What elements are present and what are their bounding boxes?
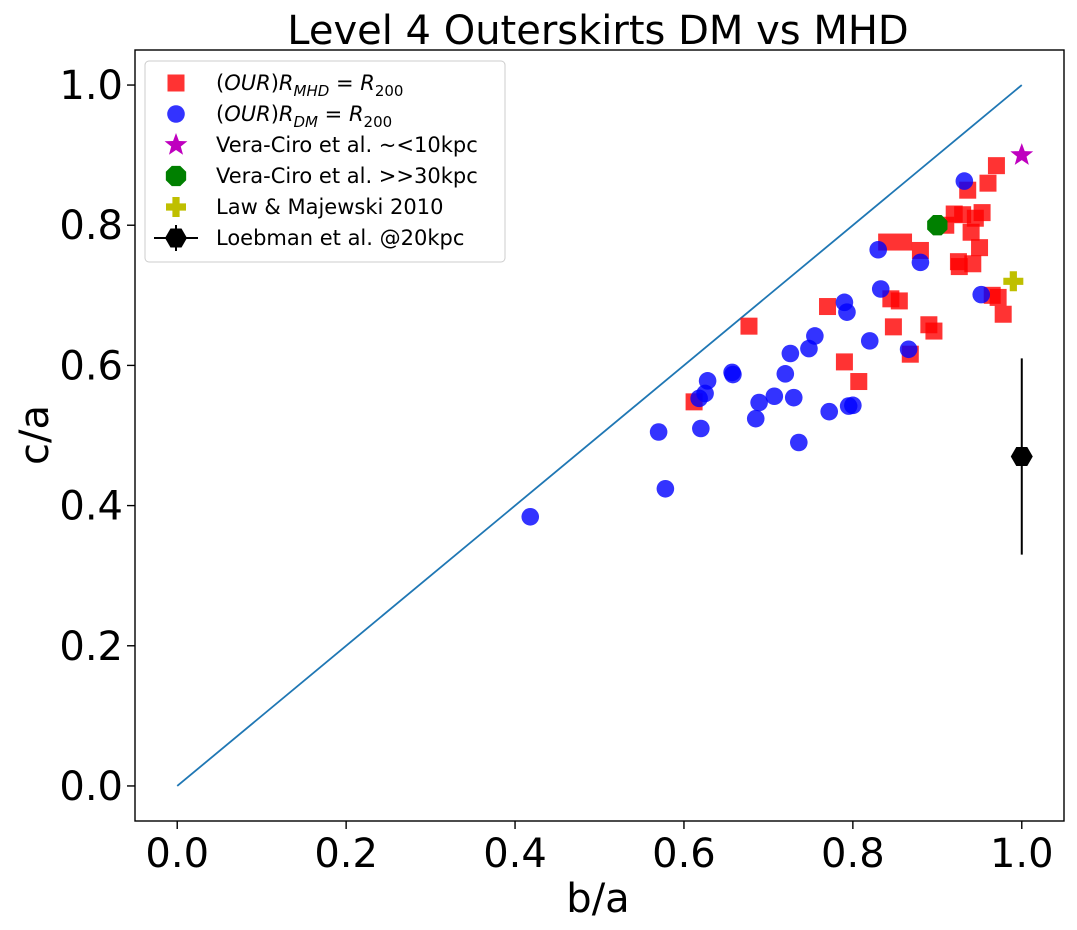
- y-tick-label: 0.2: [59, 624, 123, 670]
- data-point-circle: [765, 387, 784, 406]
- data-point-circle: [871, 280, 890, 298]
- legend-marker-star: [164, 133, 188, 155]
- data-point-circle: [955, 172, 974, 190]
- data-point-plus: [1003, 271, 1024, 292]
- x-tick-label: 0.0: [145, 831, 209, 877]
- x-tick-label: 0.4: [483, 831, 547, 877]
- data-point-circle: [776, 365, 795, 383]
- data-point-circle: [521, 508, 540, 526]
- legend-label: Law & Majewski 2010: [216, 195, 443, 219]
- series-octagon: [927, 215, 948, 236]
- marks-layer: [521, 143, 1034, 555]
- data-point-circle: [869, 240, 887, 259]
- legend-item: (OUR)RMHD = R200: [167, 71, 403, 100]
- legend-marker-octagon: [165, 165, 187, 187]
- data-point-octagon: [927, 215, 948, 236]
- data-point-square: [740, 317, 758, 335]
- x-tick-label: 0.6: [652, 831, 716, 877]
- reference-line-y-equals-x: [176, 84, 1023, 787]
- x-tick-label: 1.0: [990, 831, 1054, 877]
- data-point-circle: [649, 423, 668, 441]
- reference-line-layer: [176, 84, 1023, 787]
- data-point-circle: [781, 344, 800, 363]
- series-star: [1010, 143, 1034, 165]
- data-point-circle: [899, 340, 918, 359]
- legend-label: Vera-Ciro et al. >>30kpc: [216, 164, 478, 188]
- data-point-circle: [692, 419, 710, 438]
- legend-item: Vera-Ciro et al. >>30kpc: [165, 164, 478, 188]
- legend-marker-square: [167, 74, 185, 92]
- data-point-square: [925, 322, 943, 340]
- legend-box: [144, 60, 506, 263]
- y-tick-label: 0.4: [59, 484, 123, 530]
- data-point-circle: [746, 409, 765, 428]
- data-point-square: [971, 239, 989, 257]
- data-point-circle: [698, 372, 717, 390]
- data-point-circle: [790, 433, 808, 452]
- plot-border: [134, 49, 1065, 822]
- data-point-circle: [911, 253, 930, 272]
- data-point-circle: [820, 402, 839, 421]
- chart-title: Level 4 Outerskirts DM vs MHD: [287, 8, 908, 54]
- y-axis: 0.0 0.2 0.4 0.6 0.8 1.0: [59, 63, 135, 810]
- data-point-square: [989, 288, 1007, 306]
- x-axis-label: b/a: [566, 876, 629, 922]
- y-axis-label: c/a: [12, 405, 58, 465]
- legend-marker-circle: [167, 105, 185, 123]
- legend-label: Loebman et al. @20kpc: [216, 226, 464, 250]
- data-point-circle: [838, 303, 856, 321]
- data-point-circle: [972, 285, 991, 304]
- legend-label: (OUR)RMHD = R200: [216, 71, 403, 100]
- data-point-square: [890, 292, 908, 310]
- legend-item: Loebman et al. @20kpc: [154, 225, 464, 251]
- data-point-square: [895, 233, 913, 251]
- data-point-circle: [806, 327, 824, 345]
- data-point-square: [987, 157, 1005, 175]
- data-point-square: [964, 255, 982, 273]
- legend-item: Vera-Ciro et al. ~<10kpc: [164, 133, 478, 157]
- data-point-square: [962, 223, 980, 241]
- data-point-square: [850, 373, 868, 391]
- y-tick-label: 0.8: [59, 203, 123, 249]
- data-point-square: [979, 174, 997, 192]
- y-tick-label: 0.0: [59, 764, 123, 810]
- data-point-circle: [750, 393, 768, 412]
- legend-label: Vera-Ciro et al. ~<10kpc: [216, 133, 478, 157]
- legend-marker-plus: [166, 197, 186, 217]
- data-point-circle: [724, 365, 742, 384]
- data-point-circle: [784, 388, 803, 407]
- data-point-circle: [844, 396, 862, 415]
- legend-item: Law & Majewski 2010: [166, 195, 443, 219]
- data-point-star: [1010, 143, 1034, 165]
- data-point-hexagon: [1010, 447, 1033, 467]
- x-tick-label: 0.8: [821, 831, 885, 877]
- y-tick-label: 0.6: [59, 343, 123, 389]
- data-point-square: [950, 258, 968, 276]
- x-tick-label: 0.2: [314, 831, 378, 877]
- data-point-square: [884, 318, 902, 336]
- y-tick-label: 1.0: [59, 63, 123, 109]
- legend-marker-hexagon: [165, 228, 187, 248]
- data-point-square: [994, 305, 1012, 323]
- legend-label: (OUR)RDM = R200: [216, 102, 392, 131]
- legend: (OUR)RMHD = R200(OUR)RDM = R200Vera-Ciro…: [144, 60, 506, 263]
- data-point-square: [973, 204, 991, 222]
- data-point-circle: [860, 332, 879, 350]
- data-point-square: [819, 298, 837, 316]
- data-point-square: [835, 353, 853, 371]
- x-axis: 0.0 0.2 0.4 0.6 0.8 1.0: [145, 821, 1054, 877]
- data-point-circle: [656, 479, 675, 498]
- series-circle: [521, 172, 991, 526]
- series-square: [685, 157, 1012, 411]
- series-hexagon: [1010, 358, 1033, 555]
- legend-item: (OUR)RDM = R200: [167, 102, 392, 131]
- series-plus: [1003, 271, 1024, 292]
